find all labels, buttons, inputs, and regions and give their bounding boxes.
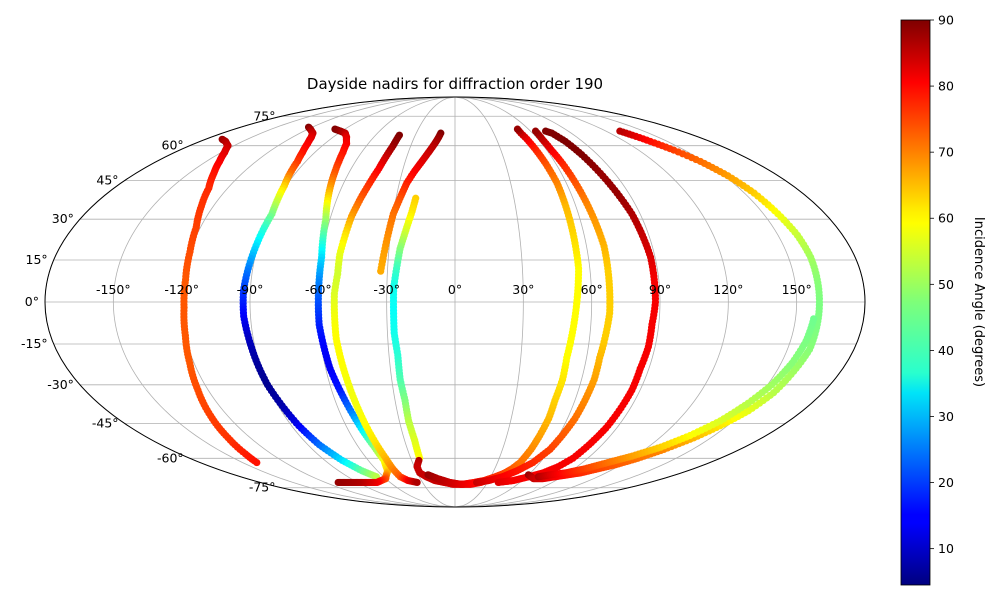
longitude-tick-label: -30° (373, 282, 400, 297)
map-boundary (44, 96, 866, 508)
colorbar-tick-label: 90 (938, 13, 954, 28)
colorbar-tick-label: 80 (938, 79, 954, 94)
colorbar-label: Incidence Angle (degrees) (971, 217, 986, 387)
latitude-tick-label: -15° (21, 336, 48, 351)
data-point (531, 127, 540, 135)
longitude-tick-label: -90° (237, 282, 264, 297)
colorbar-tick-label: 10 (938, 541, 954, 556)
longitude-tick-label: -120° (164, 282, 199, 297)
longitude-tick-label: -60° (305, 282, 332, 297)
longitude-tick-labels: -150° -120° -90° -60° -30° 0° 30° 60° 90° 120° 150… (96, 282, 812, 297)
latitude-tick-label: 45° (96, 173, 118, 188)
chart-title: Dayside nadirs for diffraction order 190 (307, 75, 603, 93)
data-point (616, 127, 624, 135)
latitude-tick-label: -45° (92, 415, 119, 430)
data-point (334, 478, 342, 487)
colorbar-tick-label: 70 (938, 145, 954, 160)
colorbar-tick-label: 50 (938, 277, 954, 292)
data-point (413, 478, 421, 487)
latitude-tick-label: -30° (47, 377, 74, 392)
data-point (513, 125, 522, 133)
longitude-tick-label: -150° (96, 282, 131, 297)
graticule-grid (44, 96, 866, 508)
latitude-tick-label: 0° (25, 294, 39, 309)
data-point (377, 267, 385, 275)
longitude-tick-label: 90° (649, 282, 671, 297)
colorbar-tick-label: 40 (938, 343, 954, 358)
data-points (180, 123, 824, 488)
latitude-tick-label: 15° (26, 252, 48, 267)
colorbar-gradient (900, 19, 931, 586)
latitude-tick-label: 30° (52, 211, 74, 226)
longitude-tick-label: 150° (782, 282, 812, 297)
data-point (542, 127, 550, 135)
latitude-tick-labels: 75° 60° 45° 30° 15° 0° -15° -30° -45° -60° -75° (21, 108, 275, 494)
colorbar: 10 20 30 40 50 60 70 80 90 Incidence Angle (degr… (900, 13, 986, 586)
longitude-tick-label: 0° (448, 282, 462, 297)
colorbar-ticks: 10 20 30 40 50 60 70 80 90 (930, 13, 954, 556)
colorbar-tick-label: 60 (938, 211, 954, 226)
data-point (810, 315, 818, 323)
latitude-tick-label: -75° (249, 480, 276, 495)
colorbar-tick-label: 20 (938, 475, 954, 490)
colorbar-tick-label: 30 (938, 409, 954, 424)
latitude-tick-label: 75° (253, 108, 275, 123)
longitude-tick-label: 60° (581, 282, 603, 297)
longitude-tick-label: 120° (713, 282, 743, 297)
data-point (253, 458, 261, 467)
longitude-tick-label: 30° (512, 282, 534, 297)
latitude-tick-label: -60° (157, 450, 184, 465)
latitude-tick-label: 60° (162, 138, 184, 153)
